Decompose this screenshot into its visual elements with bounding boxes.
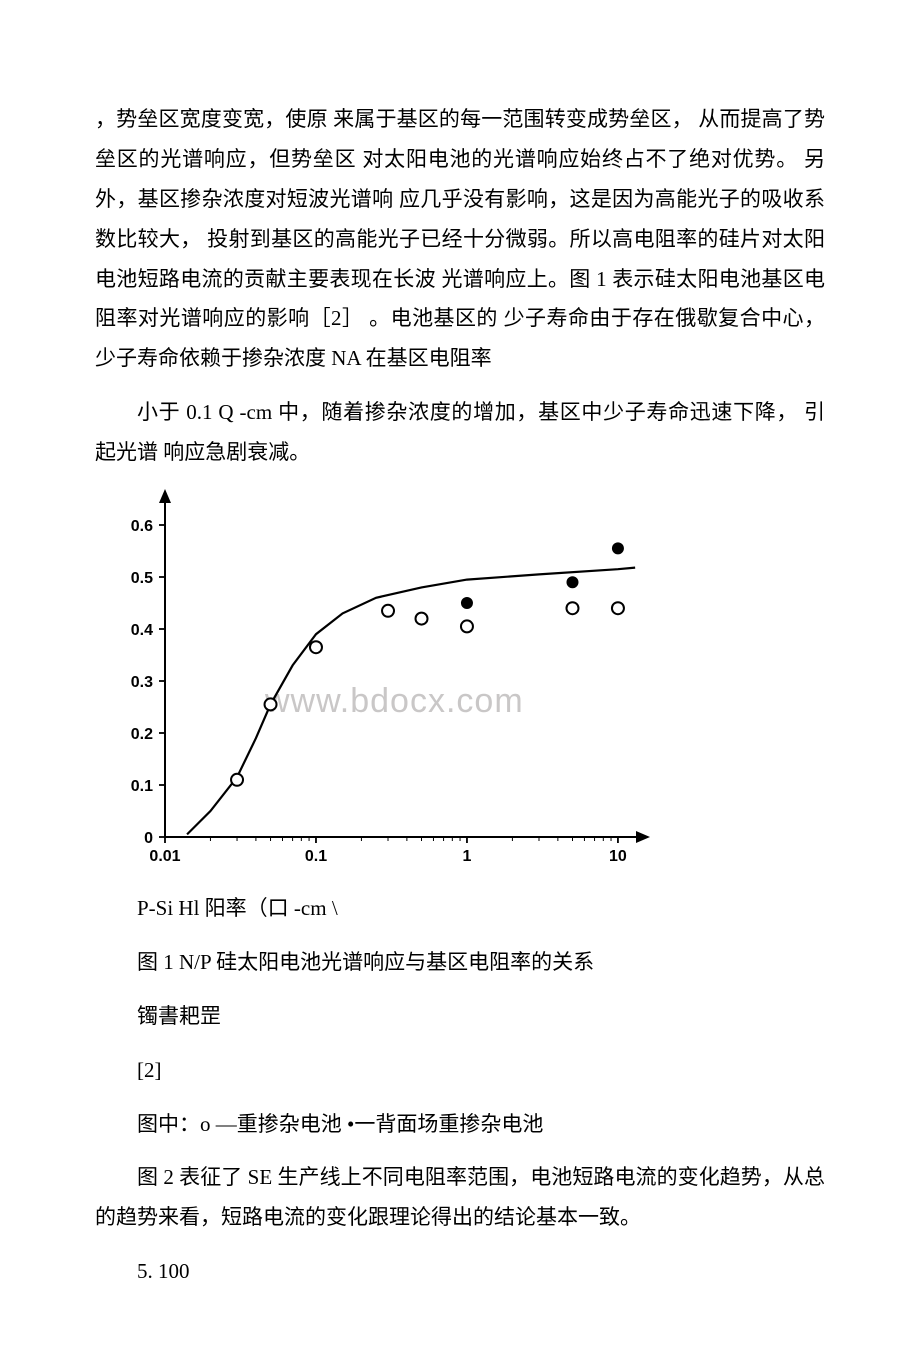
figure-1-chart: www.bdocx.com 00.10.20.30.40.50.60.010.1… bbox=[95, 487, 655, 887]
svg-text:0.3: 0.3 bbox=[131, 674, 153, 691]
svg-text:0.4: 0.4 bbox=[131, 622, 153, 639]
svg-text:0.1: 0.1 bbox=[305, 848, 327, 865]
reference-marker: [2] bbox=[95, 1051, 825, 1091]
decorative-text: 镯書耙罡 bbox=[95, 997, 825, 1037]
svg-text:0: 0 bbox=[144, 830, 153, 847]
svg-text:0.6: 0.6 bbox=[131, 518, 153, 535]
body-paragraph-2: 小于 0.1 Q -cm 中，随着掺杂浓度的增加，基区中少子寿命迅速下降， 引起… bbox=[95, 393, 825, 473]
svg-text:1: 1 bbox=[463, 848, 472, 865]
figure-1-legend-text: 图中：o —重掺杂电池 •一背面场重掺杂电池 bbox=[95, 1105, 825, 1145]
body-paragraph-3: 图 2 表征了 SE 生产线上不同电阻率范围，电池短路电流的变化趋势，从总 的趋… bbox=[95, 1158, 825, 1238]
svg-text:0.1: 0.1 bbox=[131, 778, 153, 795]
figure-1-axis-label: P-Si Hl 阳率（口 -cm \ bbox=[95, 889, 825, 929]
svg-text:10: 10 bbox=[609, 848, 627, 865]
svg-text:0.01: 0.01 bbox=[149, 848, 180, 865]
svg-text:0.2: 0.2 bbox=[131, 726, 153, 743]
body-paragraph-1: ，势垒区宽度变宽，使原 来属于基区的每一范围转变成势垒区， 从而提高了势垒区的光… bbox=[95, 100, 825, 379]
trailing-number: 5. 100 bbox=[95, 1252, 825, 1292]
svg-text:0.5: 0.5 bbox=[131, 570, 153, 587]
chart-svg: 0 0.1 0.2 0.3 0.4 0.5 0.6 0.01 0.1 1 10 bbox=[95, 487, 655, 887]
figure-1-caption: 图 1 N/P 硅太阳电池光谱响应与基区电阻率的关系 bbox=[95, 943, 825, 983]
